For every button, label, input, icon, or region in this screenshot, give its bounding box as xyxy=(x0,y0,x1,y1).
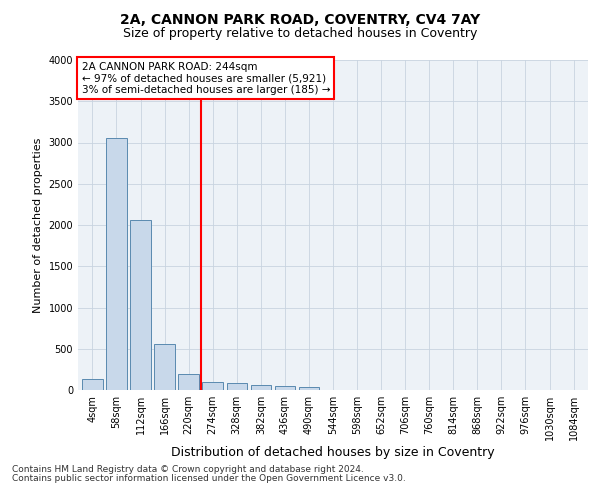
Text: Contains HM Land Registry data © Crown copyright and database right 2024.: Contains HM Land Registry data © Crown c… xyxy=(12,466,364,474)
Bar xyxy=(82,380,103,390)
X-axis label: Distribution of detached houses by size in Coventry: Distribution of detached houses by size … xyxy=(171,446,495,458)
Bar xyxy=(178,374,199,390)
Text: Contains public sector information licensed under the Open Government Licence v3: Contains public sector information licen… xyxy=(12,474,406,483)
Y-axis label: Number of detached properties: Number of detached properties xyxy=(33,138,43,312)
Text: 2A, CANNON PARK ROAD, COVENTRY, CV4 7AY: 2A, CANNON PARK ROAD, COVENTRY, CV4 7AY xyxy=(120,12,480,26)
Bar xyxy=(227,384,247,390)
Bar xyxy=(251,385,271,390)
Bar xyxy=(275,386,295,390)
Bar xyxy=(154,344,175,390)
Bar xyxy=(106,138,127,390)
Bar xyxy=(299,387,319,390)
Text: Size of property relative to detached houses in Coventry: Size of property relative to detached ho… xyxy=(123,28,477,40)
Bar xyxy=(130,220,151,390)
Text: 2A CANNON PARK ROAD: 244sqm
← 97% of detached houses are smaller (5,921)
3% of s: 2A CANNON PARK ROAD: 244sqm ← 97% of det… xyxy=(82,62,330,95)
Bar xyxy=(202,382,223,390)
